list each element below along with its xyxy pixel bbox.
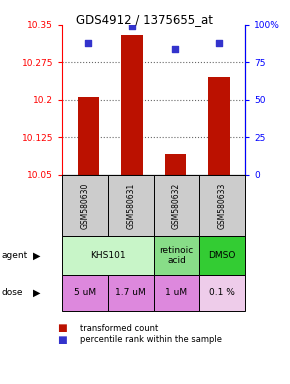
Text: 5 uM: 5 uM — [74, 288, 96, 297]
Text: transformed count: transformed count — [80, 324, 158, 333]
Point — [86, 40, 91, 46]
Bar — [199, 175, 245, 236]
Bar — [121, 35, 143, 175]
Bar — [108, 175, 154, 236]
Text: GSM580631: GSM580631 — [126, 182, 135, 228]
Text: GSM580630: GSM580630 — [81, 182, 90, 228]
Bar — [208, 78, 230, 175]
Bar — [154, 275, 200, 311]
Text: retinoic
acid: retinoic acid — [160, 246, 194, 265]
Bar — [78, 98, 99, 175]
Bar — [165, 154, 186, 175]
Point — [217, 40, 221, 46]
Point — [130, 23, 134, 30]
Text: percentile rank within the sample: percentile rank within the sample — [80, 335, 222, 344]
Text: GDS4912 / 1375655_at: GDS4912 / 1375655_at — [77, 13, 213, 26]
Text: KHS101: KHS101 — [90, 251, 126, 260]
Bar — [199, 275, 245, 311]
Bar — [62, 175, 108, 236]
Bar — [108, 175, 154, 236]
Bar — [154, 175, 200, 236]
Text: ▶: ▶ — [33, 288, 41, 298]
Text: 1 uM: 1 uM — [166, 288, 188, 297]
Text: ▶: ▶ — [33, 250, 41, 260]
Bar — [108, 275, 154, 311]
Text: ■: ■ — [57, 335, 66, 345]
Text: GSM580632: GSM580632 — [172, 182, 181, 228]
Bar — [154, 236, 200, 275]
Bar — [62, 275, 108, 311]
Bar — [154, 175, 200, 236]
Text: GSM580633: GSM580633 — [218, 182, 227, 228]
Bar — [62, 236, 154, 275]
Bar — [199, 175, 245, 236]
Text: dose: dose — [1, 288, 23, 297]
Text: 1.7 uM: 1.7 uM — [115, 288, 146, 297]
Bar — [62, 175, 108, 236]
Bar — [199, 236, 245, 275]
Text: agent: agent — [1, 251, 28, 260]
Text: DMSO: DMSO — [209, 251, 236, 260]
Text: ■: ■ — [57, 323, 66, 333]
Point — [173, 46, 178, 52]
Text: 0.1 %: 0.1 % — [209, 288, 235, 297]
